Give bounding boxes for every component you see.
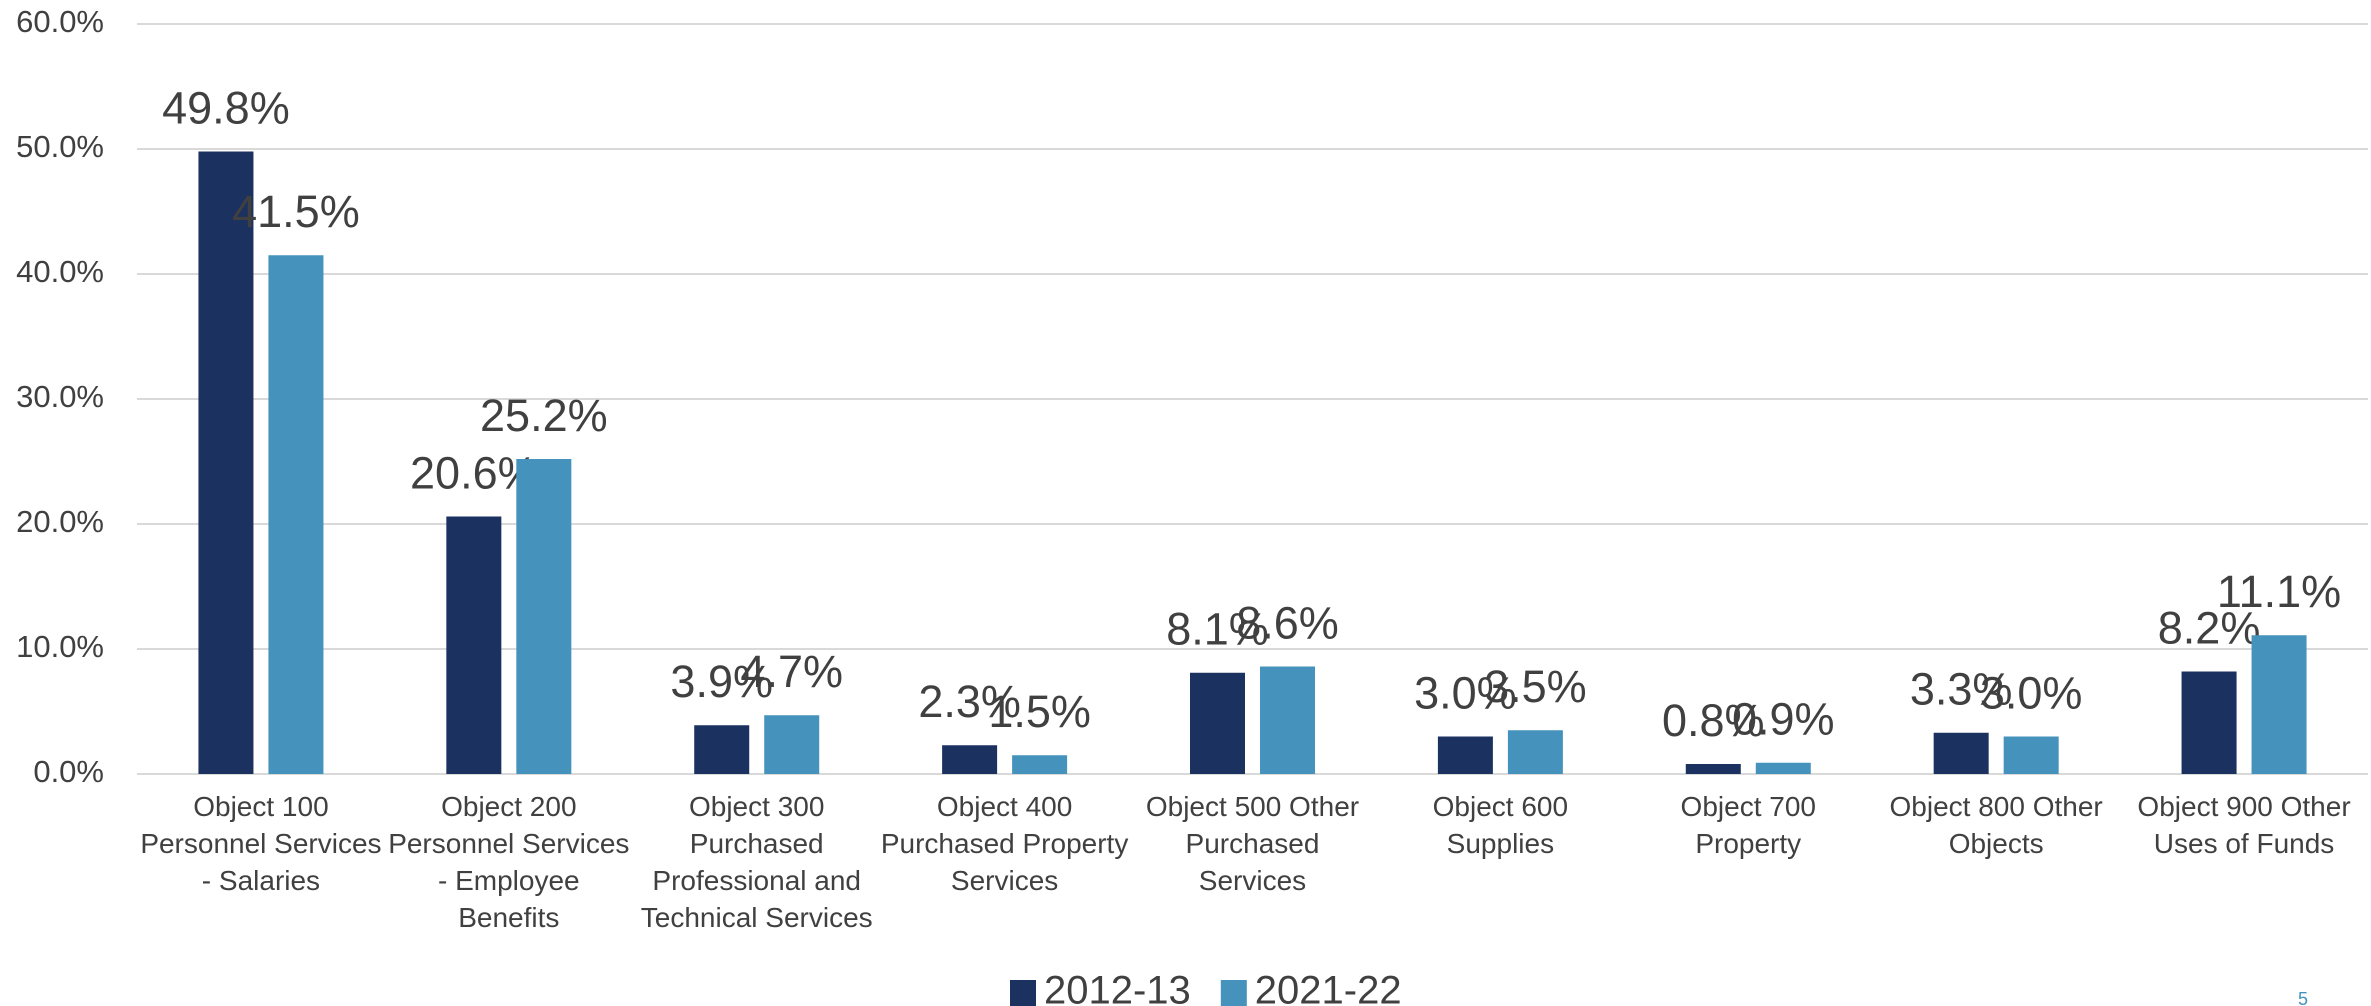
y-tick-label: 40.0%: [16, 254, 104, 289]
bar: [1437, 736, 1493, 774]
legend-swatch: [1010, 980, 1036, 1006]
legend-label: 2021-22: [1255, 969, 1402, 1006]
y-tick-label: 0.0%: [33, 754, 104, 789]
data-label: 3.0%: [1414, 667, 1517, 718]
bar: [1507, 730, 1563, 774]
x-tick-label: Object 200 Personnel Services - Employee…: [388, 791, 630, 933]
data-label: 49.8%: [162, 82, 290, 133]
bar: [2003, 736, 2059, 774]
bar: [1755, 762, 1811, 774]
x-tick-label: Object 500 Other Purchased Services: [1145, 791, 1360, 896]
y-tick-label: 30.0%: [16, 379, 104, 414]
x-tick-label: Object 100 Personnel Services - Salaries: [140, 791, 382, 896]
bar: [446, 516, 502, 774]
x-tick-label: Object 400 Purchased Property Services: [880, 791, 1129, 896]
data-label: 41.5%: [232, 186, 360, 237]
bar: [942, 745, 998, 774]
y-tick-label: 10.0%: [16, 629, 104, 664]
bar: [2251, 635, 2307, 774]
data-label: 25.2%: [480, 390, 608, 441]
data-label: 1.5%: [988, 686, 1091, 737]
data-label: 3.5%: [1484, 661, 1587, 712]
x-tick-label: Object 700 Property: [1680, 791, 1816, 859]
y-tick-label: 60.0%: [16, 4, 104, 39]
data-label: 0.8%: [1662, 695, 1765, 746]
bar: [1933, 732, 1989, 774]
data-label: 8.1%: [1166, 604, 1269, 655]
bar: [1260, 666, 1315, 774]
bar: [764, 715, 820, 774]
legend-swatch: [1220, 980, 1247, 1006]
bar: [1190, 672, 1245, 774]
x-tick-label: Object 800 Other Objects: [1889, 791, 2103, 859]
data-label: 8.2%: [2158, 602, 2261, 653]
data-label: 4.7%: [740, 646, 843, 697]
data-label: 0.9%: [1732, 694, 1835, 745]
x-tick-label: Object 600 Supplies: [1432, 791, 1569, 859]
x-tick-label: Object 300 Purchased Professional and Te…: [640, 791, 873, 933]
bar: [2181, 671, 2237, 774]
y-tick-label: 50.0%: [16, 129, 104, 164]
data-label: 11.1%: [2217, 566, 2341, 617]
page-number: 5: [2298, 989, 2308, 1006]
y-tick-label: 20.0%: [16, 504, 104, 539]
data-label: 3.3%: [1910, 664, 2013, 715]
x-tick-label: Object 900 Other Uses of Funds: [2137, 791, 2351, 859]
data-label: 3.9%: [670, 656, 773, 707]
data-label: 3.0%: [1980, 667, 2083, 718]
bar: [268, 255, 324, 774]
bar: [1012, 755, 1068, 774]
bar: [516, 459, 572, 774]
bar: [198, 151, 254, 774]
bar: [694, 725, 750, 774]
legend-label: 2012-13: [1044, 969, 1191, 1006]
data-label: 2.3%: [918, 676, 1021, 727]
data-label: 8.6%: [1236, 597, 1339, 648]
bar: [1685, 764, 1741, 774]
